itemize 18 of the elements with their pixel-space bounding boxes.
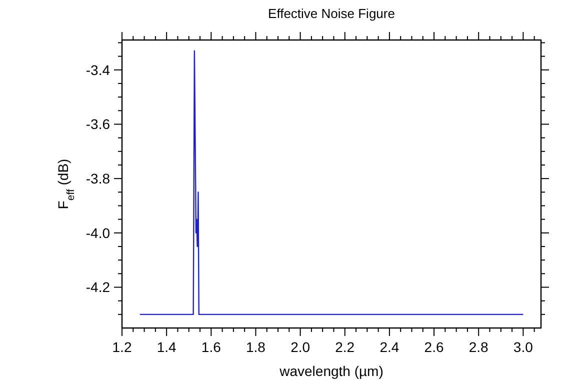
x-tick-label: 1.8 bbox=[246, 339, 266, 355]
y-tick-label: -3.6 bbox=[86, 116, 110, 132]
line-series bbox=[139, 50, 524, 316]
x-tick-label: 1.2 bbox=[112, 339, 132, 355]
x-tick-label: 3.0 bbox=[513, 339, 534, 355]
y-tick-label: -4.0 bbox=[86, 224, 110, 241]
y-tick-label: -3.8 bbox=[86, 170, 110, 187]
x-tick-label: 2.2 bbox=[335, 339, 355, 355]
x-tick-label: 2.0 bbox=[290, 339, 310, 355]
chart-title: Effective Noise Figure bbox=[268, 6, 395, 21]
y-tick-label: -3.4 bbox=[86, 62, 110, 78]
x-tick-label: 2.6 bbox=[424, 339, 444, 355]
x-tick-label: 1.6 bbox=[201, 339, 222, 355]
x-axis-title: wavelength (µm) bbox=[278, 363, 384, 379]
y-tick-label: -4.2 bbox=[86, 279, 110, 296]
x-tick-label: 2.8 bbox=[468, 339, 489, 355]
x-tick-label: 2.4 bbox=[380, 339, 400, 355]
x-tick-label: 1.4 bbox=[156, 339, 177, 355]
